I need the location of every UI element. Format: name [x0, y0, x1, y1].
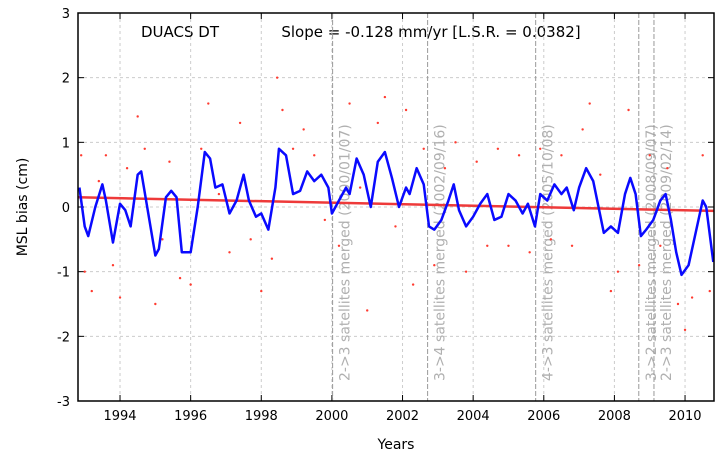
- y-tick-label: -1: [57, 266, 70, 281]
- data-point: [443, 167, 447, 170]
- data-point: [560, 154, 563, 157]
- data-point: [200, 147, 203, 150]
- data-point: [701, 154, 704, 157]
- data-point: [599, 173, 602, 176]
- data-point: [249, 238, 252, 241]
- data-point: [302, 128, 305, 131]
- data-point: [358, 186, 362, 189]
- data-point: [125, 167, 129, 170]
- x-axis-label: Years: [377, 437, 415, 453]
- data-point: [528, 251, 531, 254]
- data-point: [475, 160, 478, 163]
- event-label: 3->2 satellites merged (2008/09/07): [644, 124, 660, 381]
- data-point: [683, 328, 687, 332]
- data-point: [83, 270, 86, 273]
- data-point: [376, 121, 380, 125]
- data-point: [348, 102, 351, 105]
- data-point: [79, 154, 83, 157]
- data-point: [517, 154, 521, 157]
- y-tick-label: -3: [57, 395, 70, 410]
- data-point: [189, 283, 192, 286]
- data-point: [570, 244, 574, 247]
- data-point: [136, 115, 139, 118]
- y-tick-label: 0: [62, 201, 70, 216]
- data-point: [154, 302, 157, 306]
- data-point: [588, 102, 591, 105]
- data-point: [637, 264, 641, 267]
- data-point: [708, 289, 711, 293]
- x-tick-label: 2008: [598, 409, 631, 424]
- data-point: [270, 257, 274, 260]
- data-point: [609, 289, 613, 293]
- x-tick-label: 2002: [386, 409, 419, 424]
- data-point: [228, 251, 231, 254]
- data-point: [433, 264, 436, 267]
- data-point: [486, 244, 489, 247]
- data-point: [627, 108, 630, 112]
- data-point: [454, 141, 457, 144]
- series-line: [78, 147, 715, 277]
- data-point: [394, 225, 397, 228]
- event-label: 2->3 satellites merged (2009/02/14): [659, 124, 675, 381]
- x-tick-label: 2010: [668, 409, 701, 424]
- data-point: [313, 154, 316, 157]
- y-tick-label: 1: [62, 136, 70, 151]
- x-tick-label: 2006: [527, 409, 560, 424]
- data-point: [97, 179, 101, 183]
- data-point: [464, 270, 468, 273]
- data-point: [207, 102, 210, 105]
- x-tick-label: 1996: [174, 409, 207, 424]
- x-tick-label: 2000: [315, 409, 348, 424]
- data-point: [648, 154, 651, 157]
- data-point: [275, 76, 279, 79]
- data-point: [496, 147, 500, 150]
- data-point: [507, 244, 510, 247]
- y-axis-label: MSL bias (cm): [15, 158, 31, 257]
- data-point: [260, 289, 263, 293]
- data-point: [337, 244, 341, 247]
- data-point: [90, 289, 93, 293]
- data-point: [161, 238, 164, 241]
- data-point: [118, 296, 122, 299]
- plot-frame: [77, 12, 715, 402]
- data-point: [323, 218, 327, 222]
- data-point: [411, 283, 415, 286]
- y-tick-label: -2: [57, 330, 70, 345]
- data-point: [616, 270, 620, 273]
- data-point: [539, 147, 542, 150]
- y-tick-label: 2: [62, 72, 70, 87]
- data-point: [404, 108, 408, 112]
- data-point: [291, 147, 295, 150]
- series-line: [77, 196, 715, 213]
- data-point: [676, 302, 680, 306]
- x-tick-label: 1998: [245, 409, 278, 424]
- data-point: [104, 154, 108, 157]
- event-label: 4->3 satellites merged (2005/10/08): [541, 124, 557, 381]
- data-point: [238, 121, 242, 125]
- data-point: [581, 128, 584, 131]
- data-point: [111, 264, 115, 267]
- event-label: 2->3 satellites merged (2000/01/07): [338, 124, 354, 381]
- data-point: [143, 147, 146, 150]
- data-point: [168, 160, 171, 163]
- x-tick-label: 1994: [103, 409, 136, 424]
- data-point: [690, 296, 694, 299]
- data-point: [666, 167, 669, 170]
- data-point: [217, 192, 221, 196]
- event-label: 3->4 satellites merged (2002/09/16): [433, 124, 449, 381]
- chart-title: Slope = -0.128 mm/yr [L.S.R. = 0.0382]: [281, 23, 580, 41]
- data-point: [178, 276, 182, 280]
- data-point: [366, 309, 369, 312]
- x-tick-label: 2004: [457, 409, 490, 424]
- data-point: [659, 244, 662, 247]
- y-tick-label: 3: [62, 7, 70, 22]
- data-point: [549, 238, 553, 241]
- data-point: [281, 108, 284, 112]
- data-point: [383, 95, 387, 99]
- chart-subtitle: DUACS DT: [141, 23, 220, 41]
- data-point: [422, 147, 425, 150]
